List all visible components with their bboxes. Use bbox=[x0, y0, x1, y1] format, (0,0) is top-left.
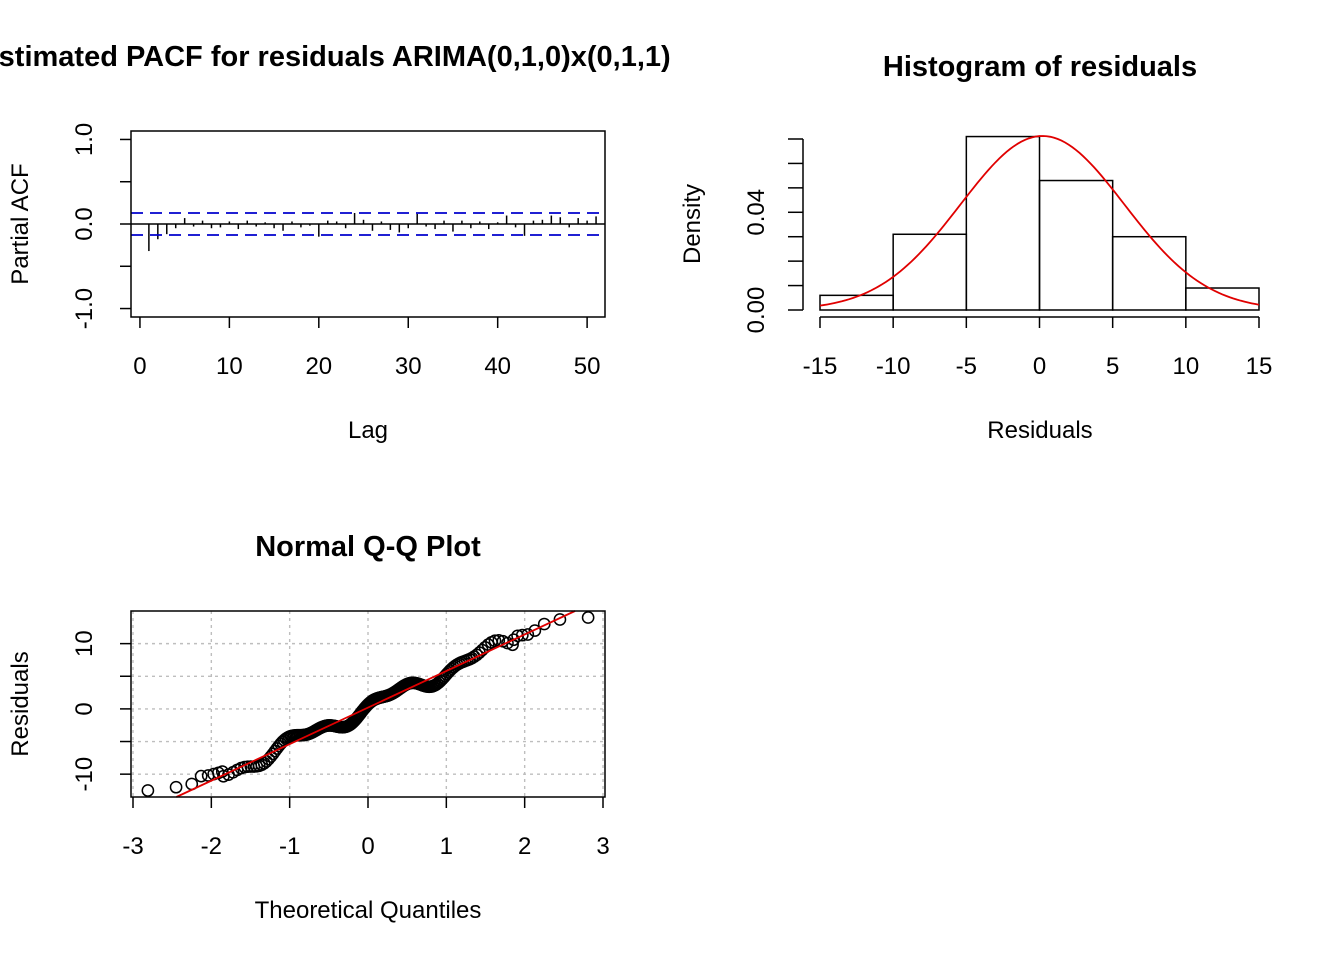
qq-point bbox=[141, 784, 155, 797]
pacf-y-tick-label: 0.0 bbox=[71, 207, 98, 240]
qq-grid bbox=[131, 611, 605, 797]
qq-y-tick-label: 10 bbox=[71, 630, 98, 657]
qq-point bbox=[581, 611, 595, 624]
histogram-bar bbox=[965, 135, 1041, 311]
pacf-title-mask bbox=[672, 30, 702, 80]
pacf-xlabel: Lag bbox=[348, 417, 388, 444]
pacf-x-tick-label: 50 bbox=[574, 353, 601, 380]
histogram-x-tick-label: -10 bbox=[876, 353, 911, 380]
qq-point bbox=[553, 613, 567, 626]
pacf-confidence-bounds bbox=[131, 212, 605, 236]
pacf-panel: Estimated PACF for residuals ARIMA(0,1,0… bbox=[0, 30, 702, 444]
qq-x-tick-label: -1 bbox=[279, 833, 300, 860]
qq-point bbox=[215, 765, 229, 778]
histogram-title: Histogram of residuals bbox=[883, 51, 1197, 83]
histogram-x-tick-label: 10 bbox=[1172, 353, 1199, 380]
qq-x-tick-label: 2 bbox=[518, 833, 531, 860]
histogram-ylabel: Density bbox=[679, 184, 706, 264]
qq-x-axis: -3 -2 -1 0 1 2 3 bbox=[122, 797, 610, 860]
qq-xlabel: Theoretical Quantiles bbox=[255, 897, 482, 924]
histogram-x-axis: -15 -10 -5 0 5 10 15 bbox=[803, 316, 1273, 380]
histogram-normal-curve bbox=[819, 135, 1260, 307]
pacf-y-tick-label: -1.0 bbox=[71, 288, 98, 329]
qq-point bbox=[501, 636, 514, 650]
qq-ylabel: Residuals bbox=[7, 651, 34, 756]
qq-title: Normal Q-Q Plot bbox=[255, 531, 481, 563]
histogram-x-tick-label: 5 bbox=[1106, 353, 1119, 380]
histogram-x-tick-label: 0 bbox=[1033, 353, 1046, 380]
qq-point bbox=[481, 638, 495, 651]
pacf-x-axis: 0 10 20 30 40 50 bbox=[133, 317, 600, 380]
qq-point bbox=[488, 634, 502, 648]
pacf-x-tick-label: 40 bbox=[484, 353, 511, 380]
pacf-ylabel: Partial ACF bbox=[7, 163, 34, 284]
histogram-bar bbox=[1038, 179, 1114, 311]
pacf-y-tick-label: 1.0 bbox=[71, 123, 98, 156]
histogram-y-tick-label: 0.04 bbox=[743, 189, 770, 236]
qq-x-tick-label: 1 bbox=[440, 833, 453, 860]
pacf-x-tick-label: 0 bbox=[133, 353, 146, 380]
qq-point bbox=[194, 769, 208, 783]
pacf-title: Estimated PACF for residuals ARIMA(0,1,0… bbox=[0, 41, 671, 73]
qq-point bbox=[537, 617, 551, 631]
qq-point bbox=[521, 628, 535, 641]
qq-y-axis: -10 0 10 bbox=[71, 630, 131, 792]
histogram-x-tick-label: -15 bbox=[803, 353, 838, 380]
pacf-y-axis: -1.0 0.0 1.0 bbox=[71, 123, 131, 329]
pacf-x-tick-label: 30 bbox=[395, 353, 422, 380]
histogram-x-tick-label: 15 bbox=[1246, 353, 1273, 380]
qq-point bbox=[515, 628, 529, 642]
pacf-x-tick-label: 10 bbox=[216, 353, 243, 380]
qq-x-tick-label: 0 bbox=[361, 833, 374, 860]
qq-x-tick-label: -2 bbox=[201, 833, 222, 860]
histogram-bar bbox=[892, 233, 968, 311]
qq-point bbox=[169, 780, 183, 794]
histogram-bar bbox=[1111, 235, 1187, 311]
qq-y-tick-label: 0 bbox=[71, 702, 98, 715]
qq-y-tick-label: -10 bbox=[71, 757, 98, 792]
histogram-y-axis: 0.00 0.04 bbox=[743, 138, 804, 334]
histogram-bar bbox=[1185, 287, 1260, 311]
qq-point bbox=[528, 624, 542, 637]
pacf-bars bbox=[131, 213, 605, 252]
histogram-bars bbox=[819, 135, 1260, 311]
pacf-x-tick-label: 20 bbox=[305, 353, 332, 380]
histogram-y-tick-label: 0.00 bbox=[743, 287, 770, 334]
qq-x-tick-label: -3 bbox=[122, 833, 143, 860]
histogram-panel: Histogram of residuals -15 -10 -5 0 5 10 15 0.… bbox=[679, 51, 1272, 444]
histogram-x-tick-label: -5 bbox=[956, 353, 977, 380]
qq-reference-line bbox=[175, 610, 576, 798]
histogram-xlabel: Residuals bbox=[987, 417, 1092, 444]
qq-x-tick-label: 3 bbox=[596, 833, 609, 860]
qq-point bbox=[257, 756, 271, 770]
